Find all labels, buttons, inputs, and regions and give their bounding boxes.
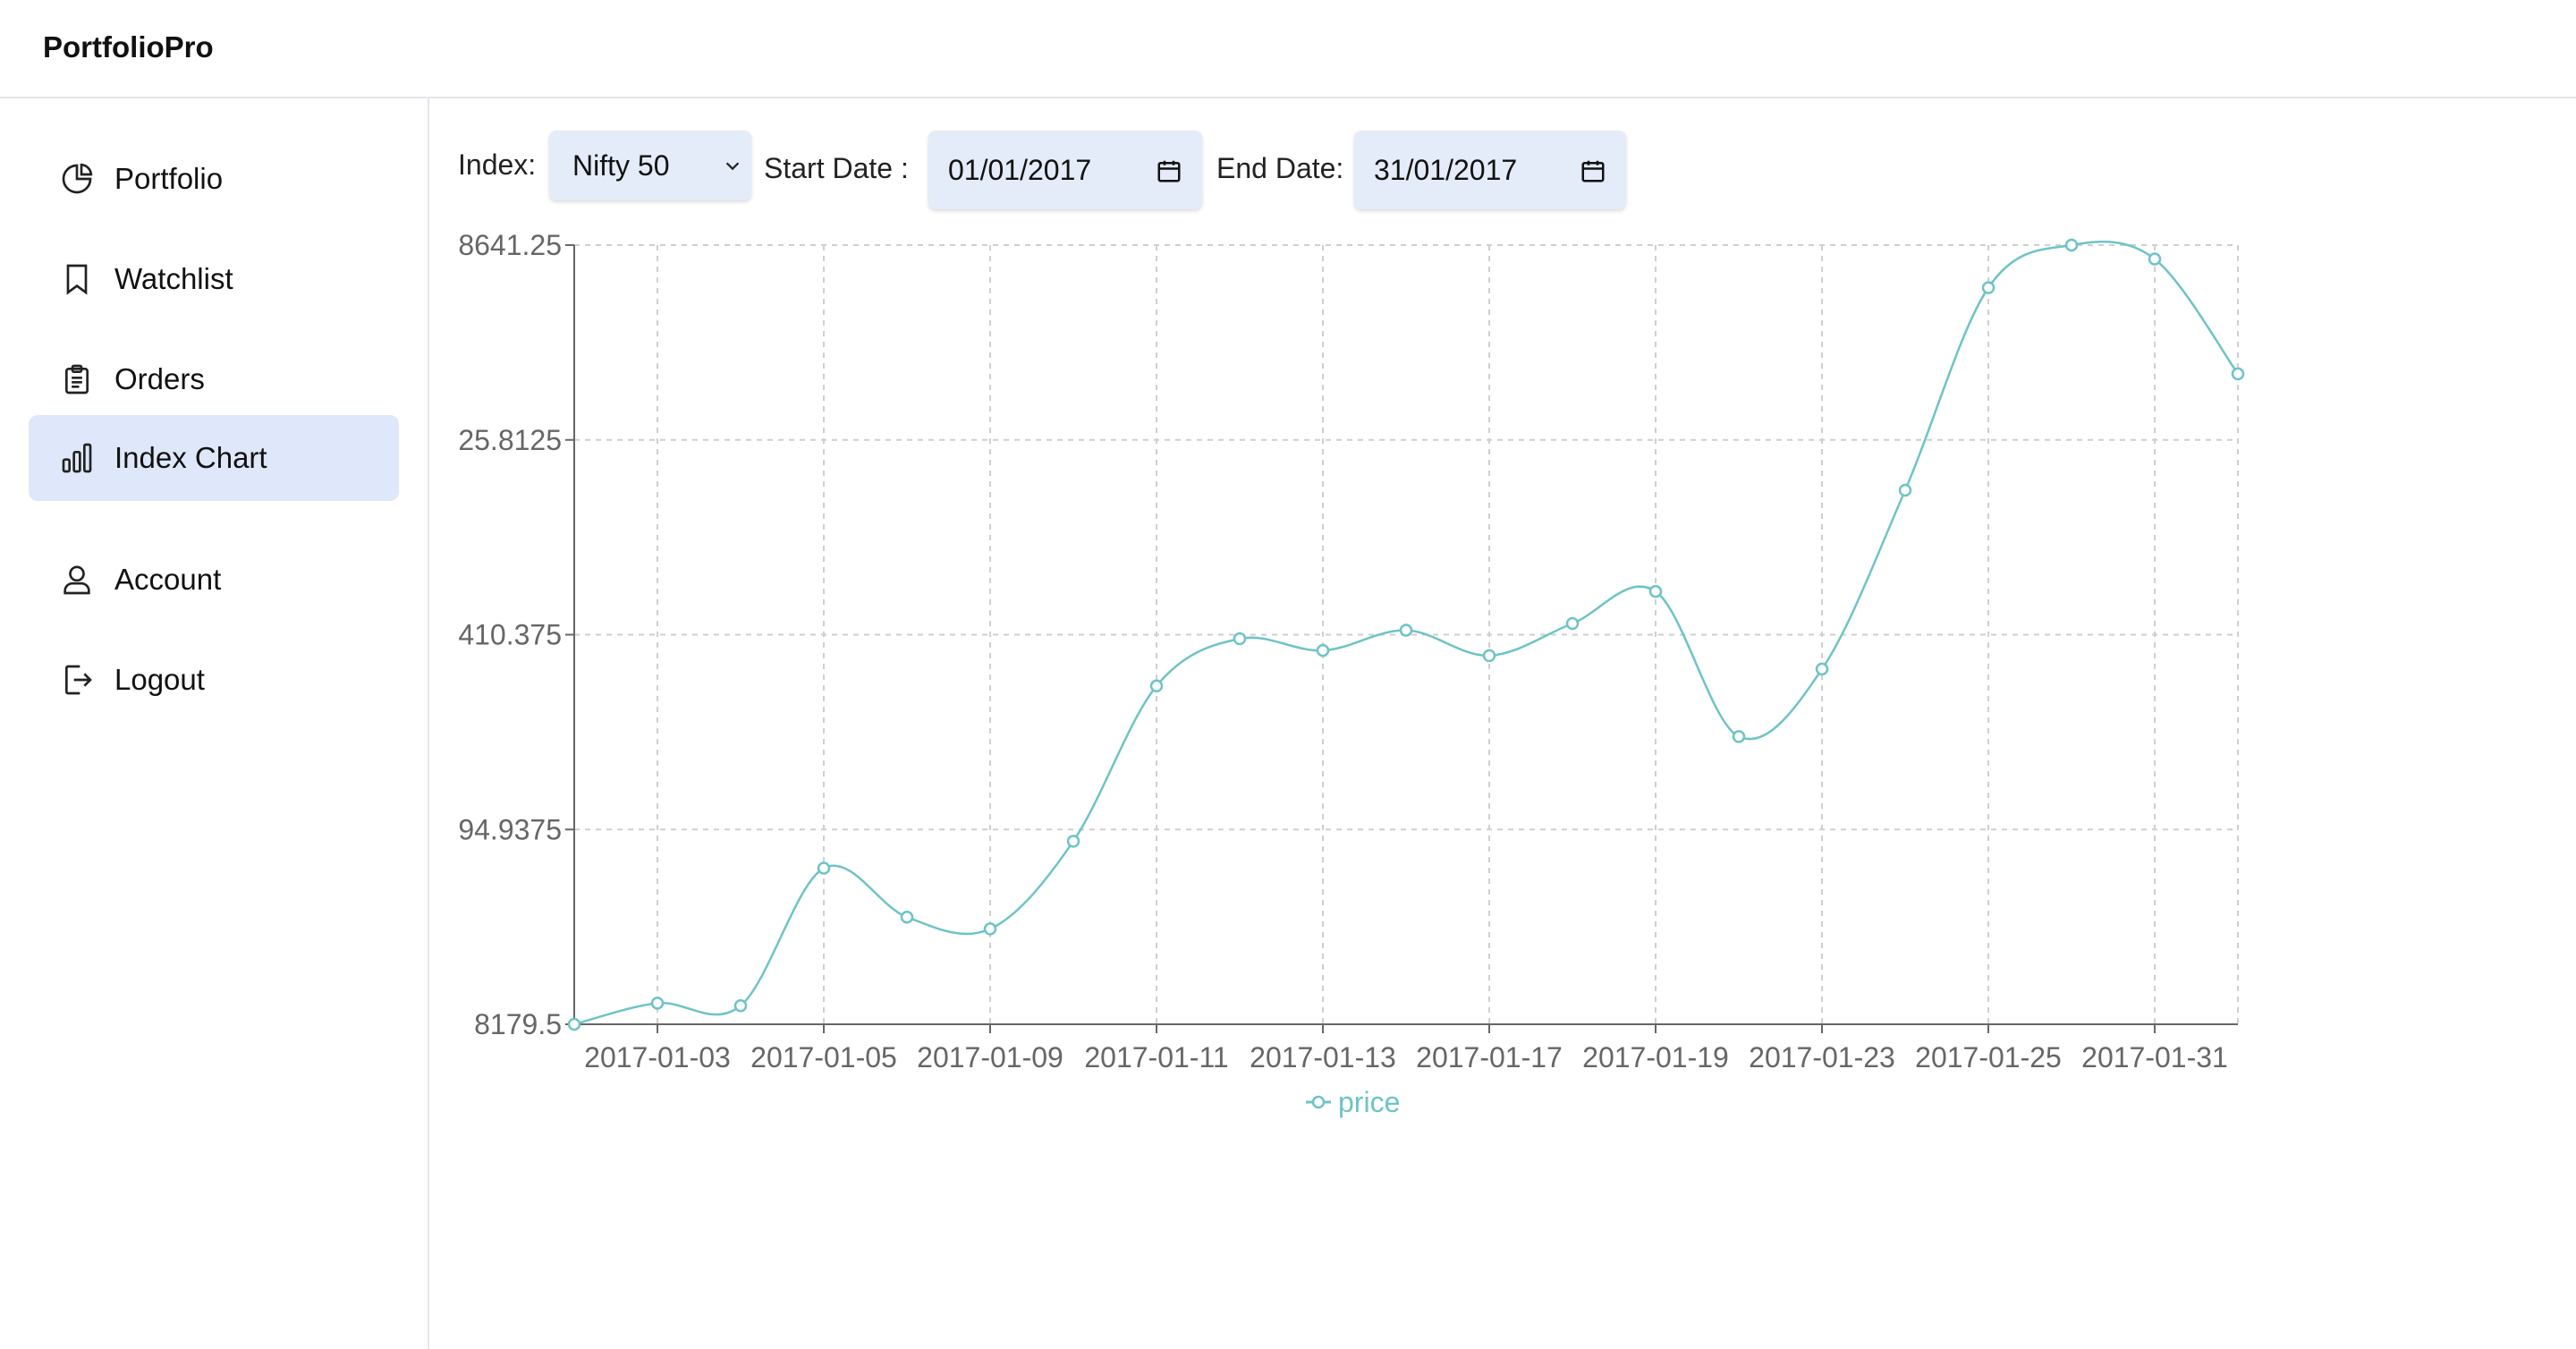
calendar-icon[interactable] xyxy=(1580,157,1606,184)
y-tick-label: 8179.5 xyxy=(474,1008,562,1040)
price-series-line xyxy=(573,241,2240,1026)
price-data-point xyxy=(2064,238,2079,252)
x-tick-label: 2017-01-31 xyxy=(2081,1041,2228,1073)
price-data-point xyxy=(650,997,665,1010)
sidebar-item-label: Account xyxy=(114,563,222,596)
price-data-point xyxy=(983,922,997,936)
price-data-point xyxy=(1732,730,1746,743)
sidebar-item-index-chart[interactable]: Index Chart xyxy=(29,415,399,501)
x-tick-label: 2017-01-03 xyxy=(584,1041,731,1073)
price-data-point xyxy=(817,861,831,875)
index-line-chart: 8179.5 94.9375 410.375 25.8125 8641.25 2017-0… xyxy=(458,229,2245,1118)
price-data-point xyxy=(1565,616,1580,631)
sidebar-item-account[interactable]: Account xyxy=(29,537,399,623)
sidebar-item-watchlist[interactable]: Watchlist xyxy=(29,236,399,322)
x-tick-label: 2017-01-05 xyxy=(750,1041,897,1073)
price-data-point xyxy=(1399,624,1413,637)
clipboard-icon xyxy=(65,364,89,395)
price-data-point xyxy=(1981,281,1996,294)
x-tick-label: 2017-01-19 xyxy=(1582,1041,1729,1073)
x-tick-label: 2017-01-23 xyxy=(1749,1041,1895,1073)
price-data-point xyxy=(1482,649,1496,663)
x-tick-label: 2017-01-25 xyxy=(1915,1041,2062,1073)
end-date-label: End Date: xyxy=(1216,152,1344,184)
top-bar: PortfolioPro xyxy=(0,0,2576,98)
sidebar-item-label: Portfolio xyxy=(114,162,224,195)
brand-logo-text[interactable]: PortfolioPro xyxy=(43,30,214,64)
sidebar: Portfolio Watchlist Orders Index Chart A… xyxy=(0,98,429,1349)
chevron-down-icon xyxy=(725,162,740,171)
sidebar-item-logout[interactable]: Logout xyxy=(29,637,399,723)
x-tick-label: 2017-01-13 xyxy=(1250,1041,1396,1073)
y-tick-label: 8641.25 xyxy=(458,229,562,261)
legend-label: price xyxy=(1338,1086,1400,1118)
price-data-point xyxy=(1648,584,1663,598)
price-data-point xyxy=(733,999,748,1013)
start-date-label: Start Date : xyxy=(764,152,909,184)
start-date-value: 01/01/2017 xyxy=(948,153,1092,186)
price-data-point xyxy=(1066,835,1080,848)
x-tick-label: 2017-01-17 xyxy=(1416,1041,1563,1073)
end-date-value: 31/01/2017 xyxy=(1374,153,1518,186)
index-select-value: Nifty 50 xyxy=(572,148,670,182)
price-data-point xyxy=(900,910,914,924)
price-data-point xyxy=(1815,662,1829,676)
sidebar-item-label: Watchlist xyxy=(114,262,233,295)
price-data-point xyxy=(2231,367,2245,381)
price-data-point xyxy=(1898,483,1912,497)
legend-marker xyxy=(1311,1095,1326,1109)
index-select[interactable]: Nifty 50 xyxy=(549,131,751,200)
x-tick-label: 2017-01-09 xyxy=(917,1041,1063,1073)
price-data-point xyxy=(2148,252,2162,266)
y-tick-label: 410.375 xyxy=(458,619,562,651)
calendar-icon[interactable] xyxy=(1156,157,1182,184)
price-data-point xyxy=(1233,632,1247,646)
pie-chart-icon xyxy=(62,163,93,194)
sidebar-item-portfolio[interactable]: Portfolio xyxy=(29,136,399,222)
sidebar-item-label: Logout xyxy=(114,663,205,696)
price-data-point xyxy=(567,1017,581,1031)
price-data-point xyxy=(1316,643,1330,658)
start-date-input[interactable]: 01/01/2017 xyxy=(928,131,1202,209)
logout-icon xyxy=(65,665,92,695)
price-data-point xyxy=(1149,679,1164,693)
end-date-input[interactable]: 31/01/2017 xyxy=(1354,131,1626,209)
sidebar-item-label: Index Chart xyxy=(114,441,267,474)
sidebar-item-orders[interactable]: Orders xyxy=(29,336,399,422)
main-content: Index: Nifty 50 Start Date : 01/01/2017 … xyxy=(429,98,2576,1349)
y-tick-label: 94.9375 xyxy=(458,813,562,845)
index-label: Index: xyxy=(458,148,537,181)
y-tick-label: 25.8125 xyxy=(458,424,562,456)
bookmark-icon xyxy=(66,264,88,295)
bar-chart-icon xyxy=(62,443,92,473)
user-icon xyxy=(64,565,90,595)
sidebar-item-label: Orders xyxy=(114,362,205,395)
x-tick-label: 2017-01-11 xyxy=(1084,1041,1228,1073)
